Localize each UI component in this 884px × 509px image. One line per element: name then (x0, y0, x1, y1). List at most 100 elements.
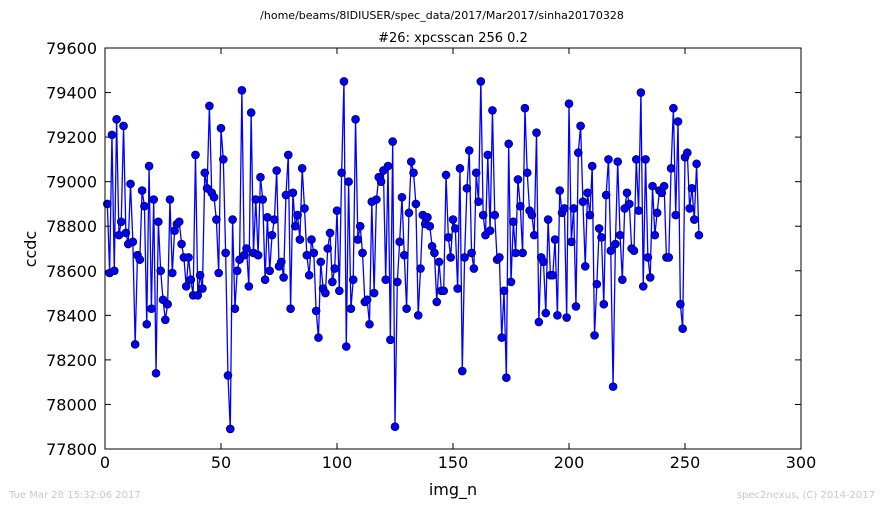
data-point (325, 228, 335, 238)
data-point (571, 302, 581, 311)
data-point (615, 230, 625, 240)
data-point (439, 286, 449, 296)
chart-title: #26: xpcsscan 256 0.2 (378, 31, 528, 46)
data-point (304, 270, 314, 280)
data-point (216, 123, 226, 133)
data-point (541, 308, 551, 318)
data-point (573, 148, 583, 158)
data-point (430, 248, 439, 258)
x-tick-label: 150 (438, 453, 469, 472)
data-point (198, 284, 207, 293)
data-point (645, 273, 655, 282)
footer-credit: spec2nexus, (C) 2014-2017 (737, 490, 875, 501)
data-point (590, 331, 599, 340)
data-point (341, 342, 351, 351)
data-point (448, 215, 458, 224)
data-point (478, 210, 488, 220)
x-tick-label: 100 (322, 453, 353, 472)
data-point (694, 230, 704, 240)
data-point (232, 266, 242, 276)
data-point (548, 270, 558, 280)
plot-area: 0 50 100 150 200 250 300 77800 78000 78200 78400 78… (46, 39, 816, 472)
data-point (629, 246, 639, 256)
data-point (641, 155, 650, 164)
data-point (506, 277, 516, 287)
data-point (307, 235, 316, 244)
data-point (636, 88, 646, 97)
data-point (576, 121, 585, 131)
footer-timestamp: Tue Mar 28 15:32:06 2017 (8, 490, 141, 501)
data-point (339, 77, 349, 86)
data-point (328, 277, 337, 287)
data-point (425, 221, 435, 231)
data-point (495, 253, 504, 262)
data-point (383, 161, 393, 171)
data-point (522, 168, 532, 178)
data-point (258, 195, 268, 204)
data-point (550, 235, 560, 244)
data-point (381, 275, 391, 284)
data-point (488, 106, 497, 115)
data-point (532, 128, 541, 137)
data-point (567, 237, 576, 247)
data-point (562, 313, 571, 322)
data-point (483, 150, 493, 160)
data-point (564, 99, 574, 108)
data-point (527, 210, 537, 220)
data-point (184, 253, 193, 262)
data-point (685, 204, 694, 213)
data-point (504, 139, 513, 149)
data-point (520, 103, 530, 113)
data-point (399, 250, 409, 260)
data-point (432, 297, 442, 307)
data-point (119, 121, 128, 131)
data-point (692, 159, 701, 169)
data-point (539, 257, 548, 267)
data-point (376, 177, 386, 186)
data-point (469, 264, 479, 273)
data-point (676, 299, 685, 309)
data-point (634, 206, 643, 215)
data-point (237, 86, 247, 95)
data-point (279, 273, 288, 282)
data-point (265, 266, 275, 276)
data-point (669, 103, 678, 113)
data-point (142, 319, 152, 329)
series-line (106, 81, 700, 429)
y-axis-label: ccdc (21, 231, 40, 268)
data-point (457, 366, 467, 376)
data-point (205, 101, 214, 111)
data-point (297, 164, 307, 173)
data-point (423, 213, 432, 222)
data-point (476, 77, 486, 86)
data-point (553, 311, 562, 320)
data-point (386, 335, 395, 345)
y-tick-label: 78400 (46, 306, 97, 325)
data-point (648, 181, 657, 191)
data-point (314, 333, 323, 342)
data-point (140, 201, 149, 211)
data-point (321, 288, 330, 298)
data-point (643, 253, 653, 262)
data-point (181, 282, 191, 291)
data-point (147, 304, 156, 313)
data-point (256, 172, 265, 182)
data-point (260, 275, 270, 284)
data-point (316, 257, 326, 267)
data-point (177, 239, 186, 249)
data-point (270, 215, 279, 224)
data-point (369, 288, 379, 298)
data-point (402, 304, 411, 313)
data-point (659, 181, 669, 191)
data-point (467, 248, 476, 258)
x-axis-label: img_n (429, 480, 477, 500)
data-point (406, 157, 416, 166)
data-point (293, 210, 302, 220)
data-point (246, 108, 256, 117)
data-point (683, 148, 692, 158)
data-point (413, 311, 423, 320)
data-point (323, 244, 333, 253)
data-point (411, 199, 421, 209)
data-point (631, 155, 641, 164)
